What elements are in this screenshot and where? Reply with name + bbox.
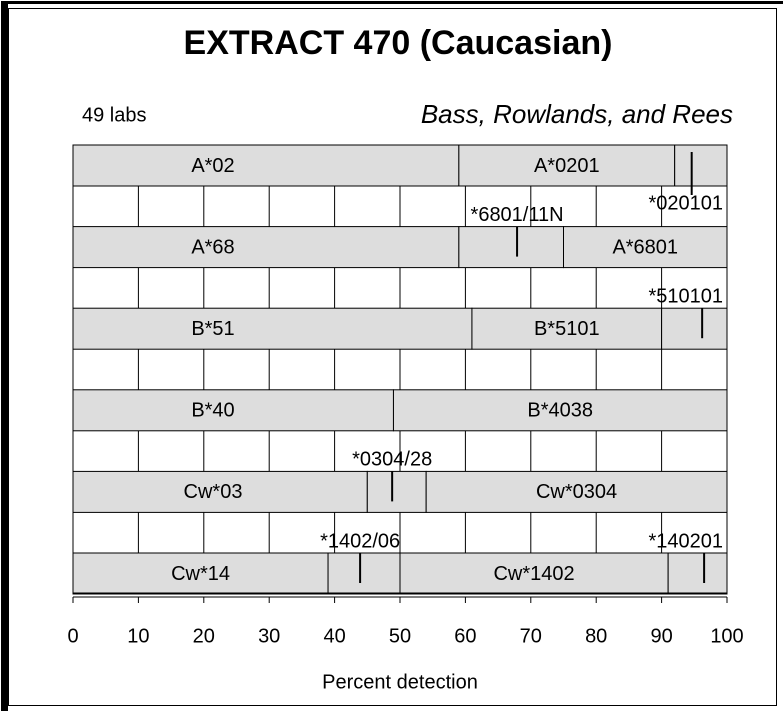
x-tick-label: 40 [323,625,345,647]
frame-top [1,1,783,4]
segment-label: A*6801 [612,236,678,258]
segment-label: Cw*14 [171,563,230,585]
bar-segment [458,226,564,269]
bar-segment [392,389,728,432]
x-tick-label: 60 [454,625,476,647]
bar-segment [425,470,728,513]
x-tick-label: 100 [710,625,743,647]
bar-segment [563,226,728,269]
bar-segment [72,144,460,187]
segment-label: B*5101 [534,318,600,340]
callout-label: *140201 [648,530,723,552]
author: Bass, Rowlands, and Rees [421,99,733,129]
x-tick-label: 80 [585,625,607,647]
segment-label: Cw*03 [184,481,243,503]
chart-title: EXTRACT 470 (Caucasian) [184,24,613,62]
plot-border [72,144,728,594]
segment-label: A*02 [191,155,234,177]
segment-label: A*68 [191,236,234,258]
segment-label: B*40 [191,400,234,422]
callout-label: *510101 [648,285,723,307]
bar-segment [72,226,460,269]
bar-segment [674,144,728,187]
x-tick-label: 30 [258,625,280,647]
bar-segment [366,470,427,513]
callout-label: *0304/28 [352,449,432,471]
callout-label: *6801/11N [471,204,564,226]
segment-label: B*4038 [527,400,593,422]
bar-segment [72,307,473,350]
segment-label: Cw*0304 [536,481,617,503]
bar-segment [327,552,401,595]
x-tick-label: 10 [127,625,149,647]
bar-segment [72,470,368,513]
segment-label: B*51 [191,318,234,340]
segment-label: A*0201 [534,155,600,177]
frame-left [1,1,8,711]
frame-inner [8,8,777,706]
x-tick-label: 70 [520,625,542,647]
bar-segment [399,552,669,595]
x-axis-label: Percent detection [322,671,478,693]
callout-label: *1402/06 [320,530,400,552]
x-tick-label: 20 [193,625,215,647]
subtitle: 49 labs [82,104,147,126]
callout-label: *020101 [648,192,723,214]
bar-segment [471,307,663,350]
bar-segment [661,307,728,350]
x-tick-label: 0 [67,625,78,647]
segment-label: Cw*1402 [493,563,574,585]
bar-segment [667,552,728,595]
x-tick-label: 50 [389,625,411,647]
bar-segment [458,144,676,187]
x-tick-label: 90 [650,625,672,647]
